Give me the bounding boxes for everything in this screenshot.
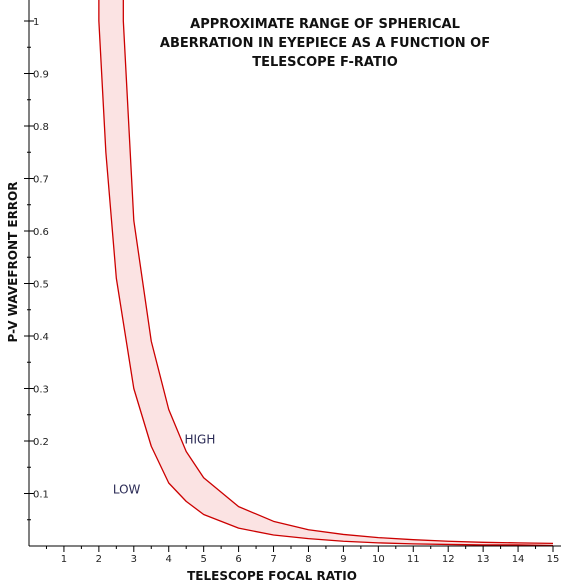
annotations: HIGH LOW — [113, 433, 216, 497]
chart-title-line: ABERRATION IN EYEPIECE AS A FUNCTION OF — [160, 36, 490, 51]
y-tick-label: 0.6 — [33, 227, 49, 238]
x-tick-label: 10 — [372, 554, 385, 565]
y-tick-label: 0.7 — [33, 175, 49, 186]
y-tick-label: 0.4 — [33, 332, 49, 343]
y-axis-title: P-V WAVEFRONT ERROR — [6, 182, 20, 343]
ticks: 1 2 3 4 5 6 7 8 9 10 11 12 13 14 150.10.20.30.40.50.60… — [24, 17, 559, 565]
x-tick-label: 11 — [407, 554, 420, 565]
chart-title-line: APPROXIMATE RANGE OF SPHERICAL — [190, 17, 460, 32]
x-axis-title: TELESCOPE FOCAL RATIO — [187, 569, 357, 583]
x-tick-label: 15 — [547, 554, 560, 565]
y-tick-label: 0.1 — [33, 490, 49, 501]
y-tick-label: 1 — [33, 17, 39, 28]
x-tick-label: 1 — [61, 554, 67, 565]
x-tick-label: 8 — [305, 554, 311, 565]
x-tick-label: 4 — [166, 554, 172, 565]
y-tick-label: 0.8 — [33, 122, 49, 133]
band-layer — [98, 0, 553, 546]
x-tick-label: 2 — [96, 554, 102, 565]
axes — [28, 0, 561, 547]
chart-title-line: TELESCOPE F-RATIO — [252, 55, 398, 70]
series-layer — [98, 0, 554, 547]
x-tick-label: 14 — [512, 554, 525, 565]
x-tick-label: 5 — [200, 554, 206, 565]
x-tick-label: 3 — [131, 554, 137, 565]
aberration-range-band — [98, 0, 553, 546]
x-tick-label: 9 — [340, 554, 346, 565]
chart-title: APPROXIMATE RANGE OF SPHERICAL ABERRATION… — [160, 17, 490, 70]
y-tick-label: 0.5 — [33, 280, 49, 291]
x-tick-label: 6 — [235, 554, 241, 565]
x-tick-label: 13 — [477, 554, 490, 565]
y-tick-label: 0.2 — [33, 437, 49, 448]
series-line-high — [122, 0, 554, 545]
series-label-low: LOW — [113, 483, 141, 497]
series-label-high: HIGH — [184, 433, 215, 447]
x-tick-label: 7 — [270, 554, 276, 565]
y-tick-label: 0.3 — [33, 385, 49, 396]
y-tick-label: 0.9 — [33, 70, 49, 81]
series-line-low — [98, 0, 554, 547]
x-tick-label: 12 — [442, 554, 455, 565]
